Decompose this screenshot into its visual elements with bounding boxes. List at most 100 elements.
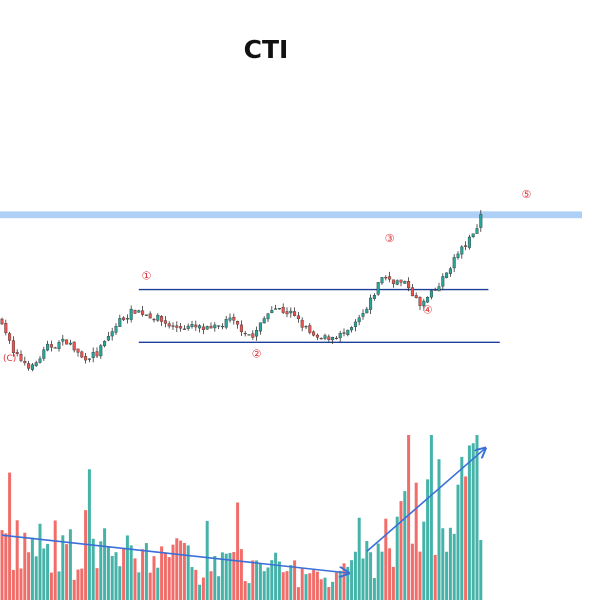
candle bbox=[148, 311, 152, 319]
volume-bar bbox=[152, 556, 156, 600]
wave-labels: (C) ① ② ③ ④ ⑤ bbox=[3, 188, 532, 364]
candle-body bbox=[258, 322, 262, 332]
candle-body bbox=[220, 325, 224, 328]
candle bbox=[281, 303, 285, 315]
candle-body bbox=[53, 347, 57, 349]
candle bbox=[471, 233, 475, 239]
candle-body bbox=[338, 333, 342, 339]
candle bbox=[95, 347, 99, 358]
volume-up-arrow bbox=[366, 449, 485, 553]
candle bbox=[323, 333, 327, 341]
volume-bar bbox=[399, 501, 403, 600]
candle bbox=[274, 304, 278, 310]
volume-bar bbox=[243, 581, 247, 600]
candle-body bbox=[201, 326, 205, 331]
candle-body bbox=[49, 344, 53, 348]
volume-bar bbox=[414, 482, 418, 600]
volume-bar bbox=[49, 572, 53, 600]
candle bbox=[357, 314, 361, 326]
candle-body bbox=[87, 358, 91, 360]
candle-body bbox=[418, 296, 422, 306]
candle-body bbox=[99, 345, 103, 357]
volume-bar bbox=[27, 552, 31, 600]
candle bbox=[380, 277, 384, 285]
candle bbox=[441, 273, 445, 291]
candle-body bbox=[369, 297, 373, 310]
candle-body bbox=[448, 268, 452, 274]
candle bbox=[49, 340, 53, 352]
candle bbox=[270, 306, 274, 314]
volume-bar bbox=[125, 535, 129, 600]
candle bbox=[289, 307, 293, 318]
candle bbox=[80, 350, 84, 359]
candle-body bbox=[270, 310, 274, 314]
candle bbox=[334, 335, 338, 340]
volume-bar bbox=[388, 548, 392, 600]
candle-body bbox=[72, 341, 76, 351]
candle bbox=[407, 277, 411, 292]
volume-bar bbox=[0, 530, 4, 600]
candle bbox=[433, 287, 437, 291]
candle bbox=[61, 334, 65, 346]
candle bbox=[258, 322, 262, 335]
candle-body bbox=[399, 279, 403, 283]
candle-body bbox=[251, 333, 255, 338]
candle bbox=[224, 315, 228, 330]
volume-bar bbox=[293, 560, 297, 600]
candle-body bbox=[441, 276, 445, 287]
volume-trend-arrows bbox=[1, 449, 485, 573]
candle-body bbox=[357, 317, 361, 323]
candle-body bbox=[236, 321, 240, 325]
candle-body bbox=[118, 318, 122, 327]
volume-bar bbox=[87, 469, 91, 600]
candle bbox=[19, 350, 23, 363]
candle bbox=[475, 224, 479, 234]
volume-bar bbox=[23, 532, 27, 600]
candle bbox=[376, 281, 380, 296]
volume-bar bbox=[110, 555, 114, 600]
candle-body bbox=[11, 340, 15, 354]
volume-bar bbox=[91, 538, 95, 600]
volume-bar bbox=[277, 561, 281, 600]
candle-body bbox=[346, 329, 350, 336]
volume-bar bbox=[99, 541, 103, 600]
candle bbox=[122, 316, 126, 321]
candle bbox=[228, 313, 232, 323]
candle bbox=[118, 314, 122, 327]
candle-body bbox=[293, 311, 297, 316]
volume-bar bbox=[106, 546, 110, 600]
volume-bar bbox=[46, 543, 50, 600]
candle bbox=[327, 334, 331, 342]
candle-body bbox=[205, 326, 209, 330]
candle bbox=[209, 322, 213, 329]
volume-bar bbox=[327, 586, 331, 600]
candle-body bbox=[239, 324, 243, 333]
candle-body bbox=[167, 323, 171, 327]
volume-bar bbox=[433, 554, 437, 600]
candle bbox=[163, 315, 167, 328]
candle bbox=[410, 283, 414, 297]
volume-bar bbox=[118, 566, 122, 600]
wave-label-1: ① bbox=[141, 269, 151, 282]
candlesticks bbox=[0, 210, 483, 372]
wave-label-4: ④ bbox=[423, 303, 433, 316]
volume-bar bbox=[258, 563, 262, 600]
volume-bar bbox=[251, 560, 255, 600]
volume-bar bbox=[266, 567, 270, 600]
candle-body bbox=[76, 348, 80, 353]
volume-bar bbox=[42, 548, 46, 600]
candle bbox=[467, 234, 471, 250]
candle-body bbox=[391, 279, 395, 284]
volume-bar bbox=[179, 540, 183, 600]
volume-bar bbox=[304, 574, 308, 600]
volume-bar bbox=[84, 510, 88, 600]
candle bbox=[384, 275, 388, 281]
volume-bar bbox=[30, 537, 34, 600]
candle bbox=[414, 292, 418, 299]
volume-bar bbox=[68, 529, 72, 600]
volume-bar bbox=[384, 518, 388, 600]
volume-bar bbox=[452, 533, 456, 600]
candle bbox=[42, 346, 46, 361]
candle-body bbox=[122, 317, 126, 321]
